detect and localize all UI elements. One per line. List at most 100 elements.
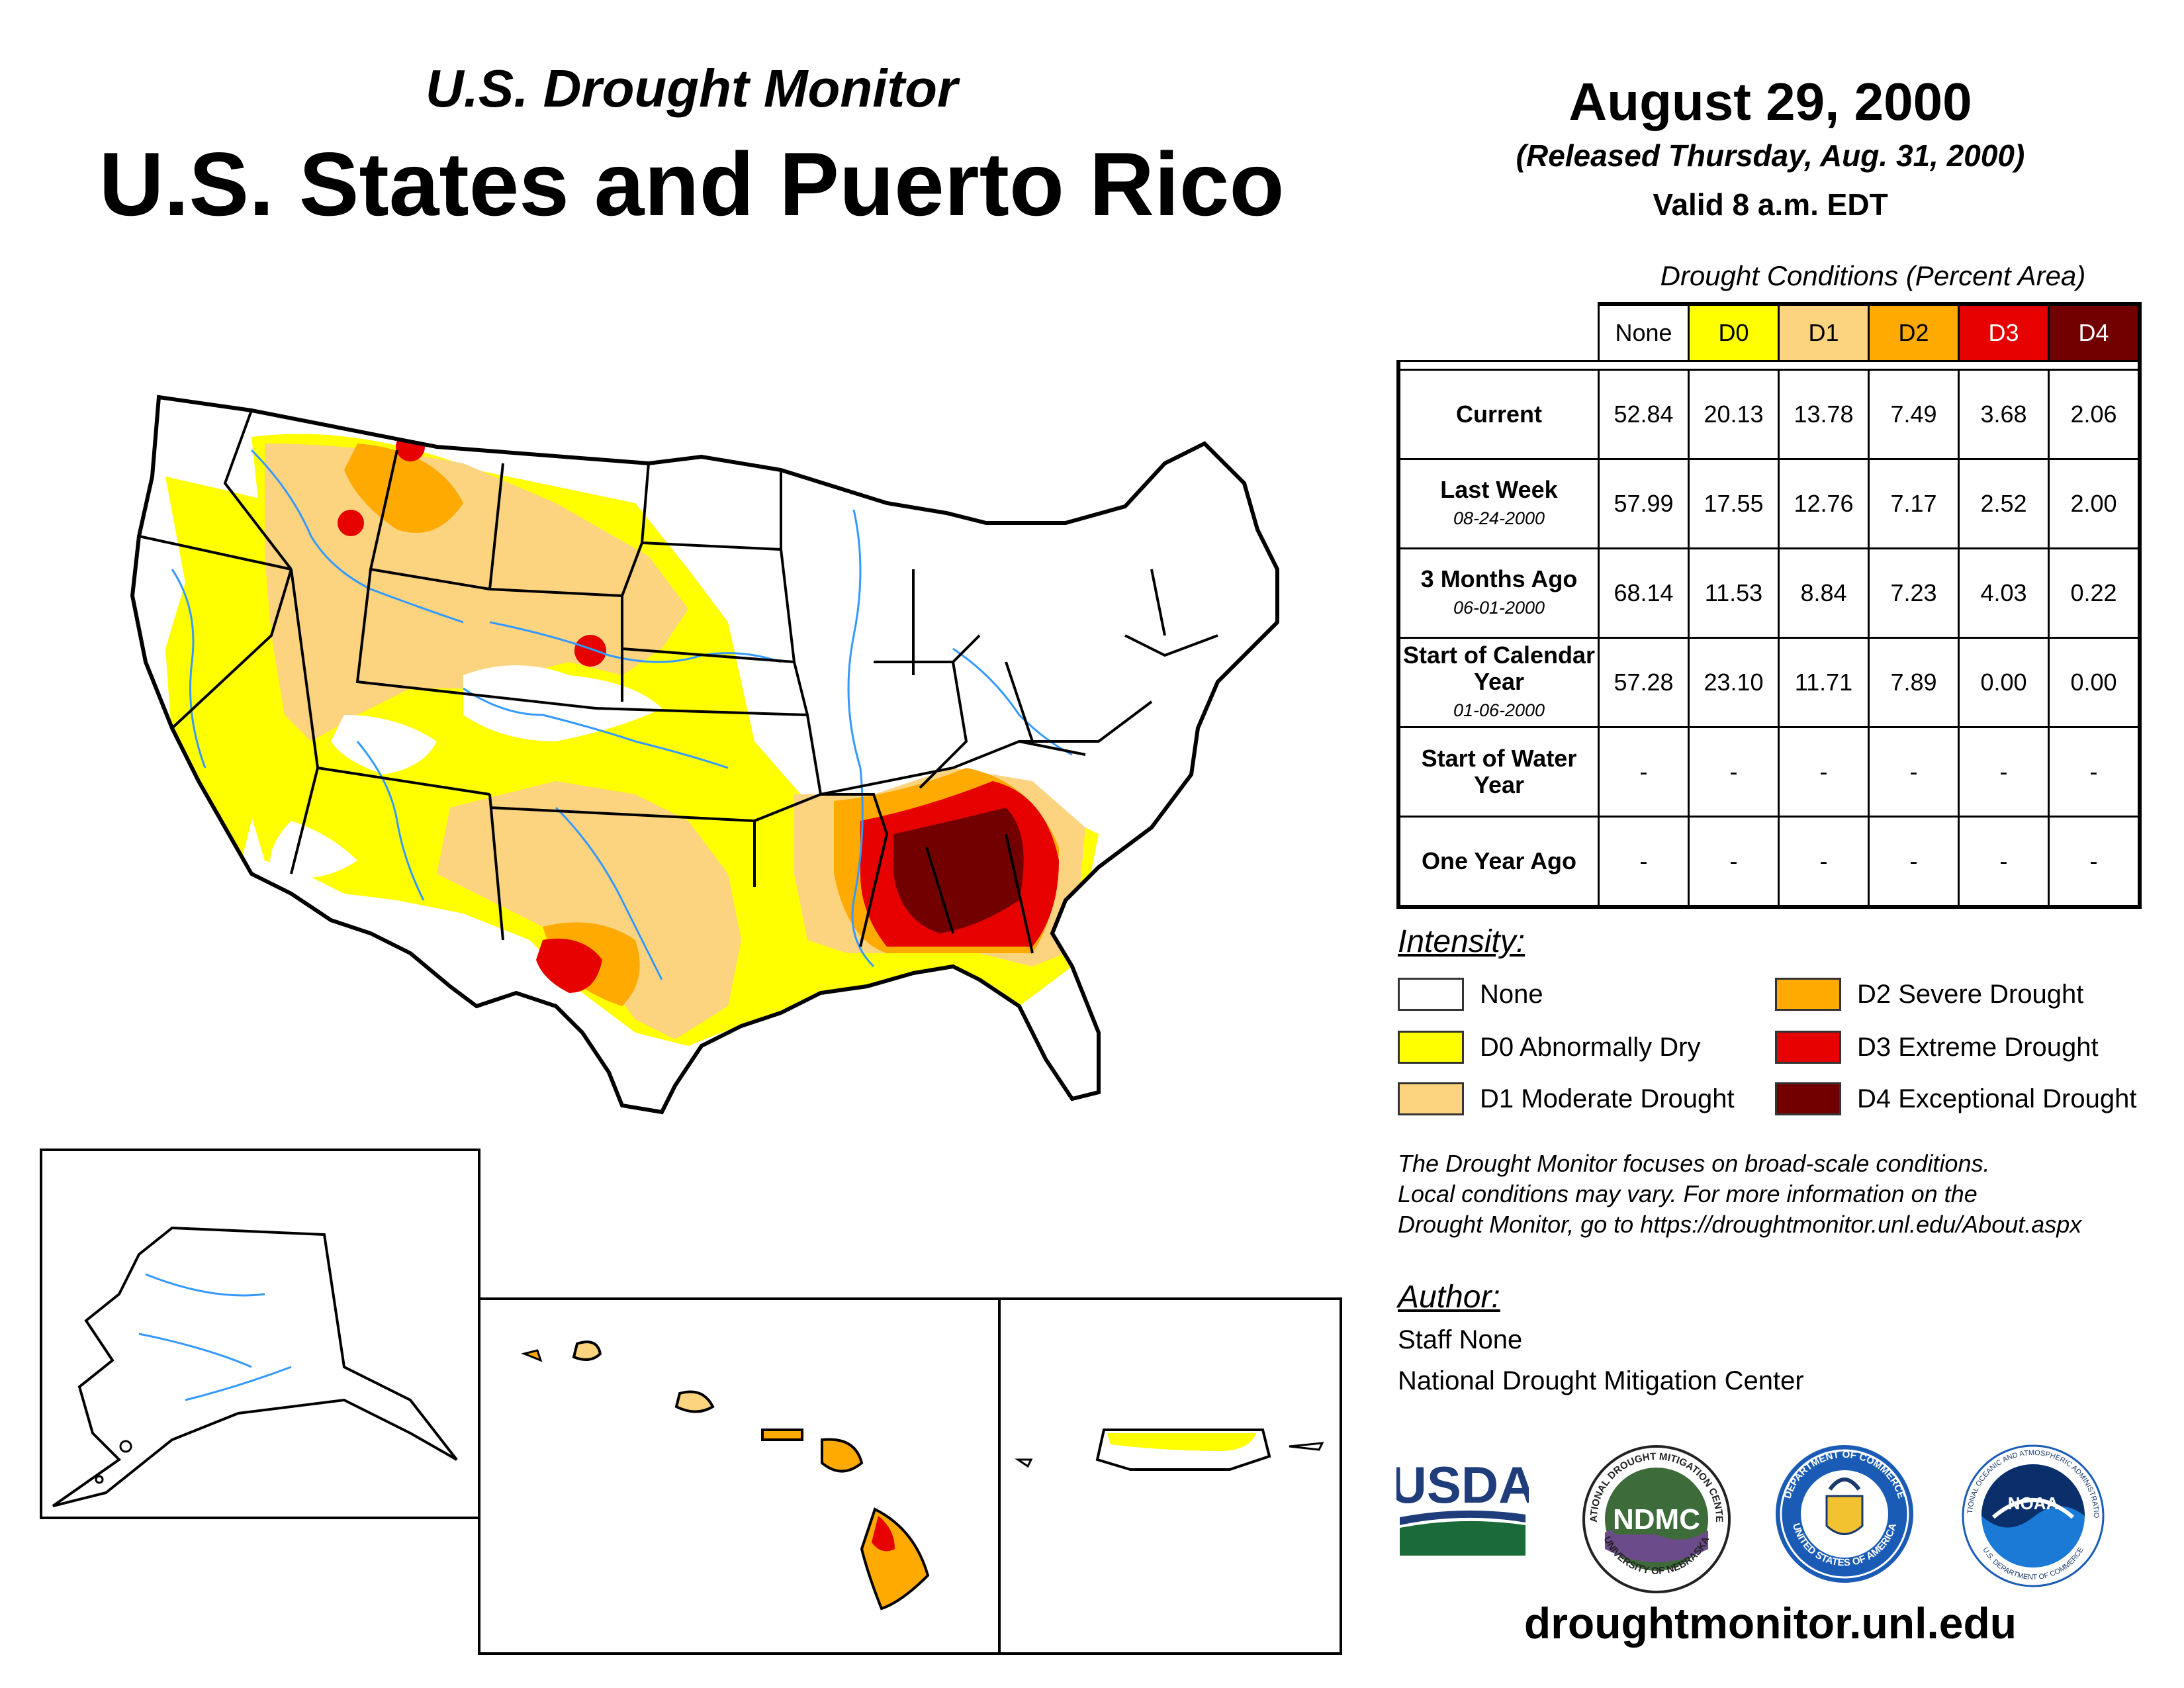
- table-caption: Drought Conditions (Percent Area): [1660, 260, 2086, 291]
- table-row-3-months: 3 Months Ago 06-01-2000 68.14 11.53 8.84 …: [1396, 547, 2142, 639]
- cell-value: -: [2048, 816, 2142, 909]
- legend-d0: D0 Abnormally Dry: [1398, 1029, 1700, 1065]
- puerto-rico-inset: [998, 1297, 1342, 1655]
- cell-value: 7.17: [1868, 458, 1960, 549]
- conus-map: [130, 395, 1279, 1115]
- usda-logo: USDA: [1396, 1456, 1529, 1556]
- release-date: (Released Thursday, Aug. 31, 2000): [1516, 138, 2025, 173]
- legend-none: None: [1398, 976, 1543, 1012]
- table-row-calendar-year: Start of Calendar Year 01-06-2000 57.28 2…: [1396, 637, 2142, 728]
- author-heading: Author:: [1398, 1280, 1500, 1315]
- cell-value: -: [1688, 816, 1780, 909]
- row-label: One Year Ago: [1396, 816, 1600, 909]
- website-url: droughtmonitor.unl.edu: [1524, 1599, 2017, 1648]
- legend-swatch: [1398, 978, 1464, 1011]
- cell-value: 57.99: [1598, 458, 1690, 549]
- row-label: Start of Calendar Year 01-06-2000: [1396, 637, 1600, 728]
- ndmc-logo-text: NDMC: [1613, 1503, 1700, 1536]
- noaa-logo-text: NOAA: [2008, 1493, 2059, 1513]
- legend-d3: D3 Extreme Drought: [1775, 1029, 2099, 1065]
- table-gap: [1396, 360, 2142, 370]
- author-org: National Drought Mitigation Center: [1398, 1366, 1804, 1395]
- note-line: Local conditions may vary. For more info…: [1398, 1180, 1978, 1207]
- hawaii-inset: [478, 1297, 1001, 1655]
- row-label: Start of Water Year: [1396, 726, 1600, 818]
- cell-value: 7.49: [1868, 369, 1960, 460]
- usda-logo-text: USDA: [1396, 1456, 1529, 1514]
- cell-value: -: [1868, 726, 1960, 818]
- table-row-one-year: One Year Ago - - - - - -: [1396, 816, 2142, 909]
- table-header-row: None D0 D1 D2 D3 D4: [1398, 302, 2142, 362]
- cell-value: 0.00: [2048, 637, 2142, 728]
- cell-value: 2.06: [2048, 369, 2142, 460]
- author-name: Staff None: [1398, 1325, 1523, 1354]
- col-d3: D3: [1958, 302, 2050, 362]
- inset-divider: [40, 1517, 480, 1519]
- cell-value: -: [1688, 726, 1780, 818]
- col-d2: D2: [1868, 302, 1960, 362]
- note-line: Drought Monitor, go to https://droughtmo…: [1398, 1211, 2082, 1238]
- cell-value: 4.03: [1958, 547, 2050, 639]
- cell-value: -: [1958, 726, 2050, 818]
- legend-swatch: [1775, 1031, 1841, 1064]
- ndmc-logo: NDMC NATIONAL DROUGHT MITIGATION CENTER …: [1580, 1443, 1731, 1593]
- legend-swatch: [1775, 1082, 1841, 1115]
- table-row-water-year: Start of Water Year - - - - - -: [1396, 726, 2142, 818]
- legend-d4: D4 Exceptional Drought: [1775, 1081, 2136, 1117]
- cell-value: 7.89: [1868, 637, 1960, 728]
- col-none: None: [1598, 302, 1690, 362]
- col-d1: D1: [1778, 302, 1870, 362]
- map-subtitle: U.S. Drought Monitor: [425, 59, 958, 118]
- map-date: August 29, 2000: [1569, 72, 1972, 131]
- cell-value: 57.28: [1598, 637, 1690, 728]
- hawaii-map: [521, 1340, 930, 1611]
- noaa-logo: NOAA NATIONAL OCEANIC AND ATMOSPHERIC AD…: [1960, 1443, 2105, 1587]
- legend-heading: Intensity:: [1398, 924, 1525, 959]
- cell-value: -: [1958, 816, 2050, 909]
- commerce-seal: DEPARTMENT OF COMMERCE UNITED STATES OF …: [1776, 1445, 1913, 1583]
- table-row-last-week: Last Week 08-24-2000 57.99 17.55 12.76 7.…: [1396, 458, 2142, 549]
- cell-value: 20.13: [1688, 369, 1780, 460]
- cell-value: -: [1778, 816, 1870, 909]
- cell-value: 3.68: [1958, 369, 2050, 460]
- note-line: The Drought Monitor focuses on broad-sca…: [1398, 1150, 1990, 1177]
- cell-value: 0.22: [2048, 547, 2142, 639]
- cell-value: 52.84: [1598, 369, 1690, 460]
- legend-swatch: [1398, 1082, 1464, 1115]
- legend-swatch: [1775, 978, 1841, 1011]
- table-row-current: Current 52.84 20.13 13.78 7.49 3.68 2.06: [1396, 369, 2142, 460]
- valid-time: Valid 8 a.m. EDT: [1653, 187, 1888, 222]
- row-label: Last Week 08-24-2000: [1396, 458, 1600, 549]
- cell-value: 68.14: [1598, 547, 1690, 639]
- drought-conditions-table: None D0 D1 D2 D3 D4 Current 52.84 20.13 …: [1396, 302, 2142, 909]
- cell-value: 2.52: [1958, 458, 2050, 549]
- row-label: 3 Months Ago 06-01-2000: [1396, 547, 1600, 639]
- cell-value: 11.53: [1688, 547, 1780, 639]
- cell-value: 13.78: [1778, 369, 1870, 460]
- legend-d1: D1 Moderate Drought: [1398, 1081, 1735, 1117]
- col-d0: D0: [1688, 302, 1780, 362]
- cell-value: -: [1598, 816, 1690, 909]
- cell-value: 23.10: [1688, 637, 1780, 728]
- cell-value: 0.00: [1958, 637, 2050, 728]
- table-corner: [1398, 304, 1599, 362]
- rivers: [171, 449, 1073, 980]
- cell-value: 7.23: [1868, 547, 1960, 639]
- puerto-rico-map: [1015, 1429, 1324, 1471]
- legend-swatch: [1398, 1031, 1464, 1064]
- legend-d2: D2 Severe Drought: [1775, 976, 2083, 1012]
- state-borders: [130, 395, 1279, 1115]
- map-title: U.S. States and Puerto Rico: [99, 134, 1285, 234]
- cell-value: 8.84: [1778, 547, 1870, 639]
- cell-value: 12.76: [1778, 458, 1870, 549]
- row-label: Current: [1396, 369, 1600, 460]
- cell-value: -: [1868, 816, 1960, 909]
- alaska-map: [52, 1226, 458, 1507]
- cell-value: 17.55: [1688, 458, 1780, 549]
- disclaimer-note: The Drought Monitor focuses on broad-sca…: [1398, 1149, 2179, 1240]
- cell-value: -: [1598, 726, 1690, 818]
- cell-value: 11.71: [1778, 637, 1870, 728]
- cell-value: 2.00: [2048, 458, 2142, 549]
- cell-value: -: [1778, 726, 1870, 818]
- alaska-shape: [52, 1226, 458, 1507]
